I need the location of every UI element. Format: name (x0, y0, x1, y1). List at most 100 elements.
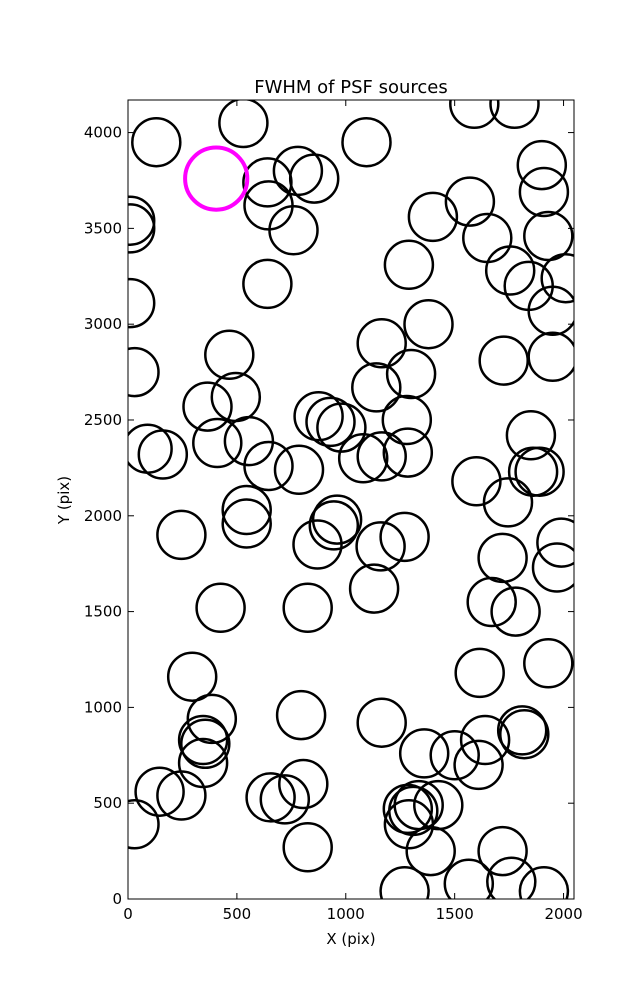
source-marker (405, 825, 456, 877)
source-marker (381, 394, 433, 446)
x-tick-label: 500 (223, 905, 252, 923)
source-marker (403, 298, 454, 350)
source-marker (454, 647, 505, 699)
source-marker (490, 586, 541, 637)
y-tick-label: 500 (93, 794, 122, 812)
y-tick-label: 3500 (84, 219, 122, 237)
source-marker (131, 116, 182, 168)
x-tick-label: 1500 (436, 905, 474, 923)
source-marker (518, 166, 570, 218)
source-marker (523, 638, 574, 689)
axis-ticks: 0 500 1000 1500 2000 0 500 1000 1500 2000 2500 3000… (84, 100, 583, 923)
x-tick-label: 0 (123, 905, 133, 923)
source-marker (407, 191, 459, 243)
source-marker (453, 739, 504, 791)
source-marker (540, 252, 574, 304)
source-marker (218, 100, 269, 149)
source-marker (379, 511, 430, 563)
chart-title: FWHM of PSF sources (254, 77, 448, 98)
x-axis-label: X (pix) (326, 930, 375, 948)
source-marker (128, 799, 160, 850)
source-marker (308, 500, 360, 551)
source-marker (482, 477, 534, 528)
y-tick-label: 2500 (84, 411, 122, 429)
x-tick-label: 1000 (327, 905, 365, 923)
source-marker (268, 205, 319, 256)
source-marker (273, 444, 325, 496)
source-marker (221, 484, 272, 536)
source-marker (527, 285, 574, 337)
source-marker (505, 410, 557, 461)
source-marker (516, 139, 568, 191)
source-marker (293, 390, 344, 442)
source-marker (243, 440, 294, 492)
source-marker (156, 509, 207, 561)
source-marker (180, 718, 231, 770)
source-marker (166, 651, 218, 702)
source-marker (379, 866, 430, 899)
source-marker (195, 582, 246, 634)
source-marker (383, 799, 435, 850)
source-marker (128, 346, 160, 398)
source-marker (186, 693, 238, 745)
source-marker (514, 446, 565, 497)
source-marker (444, 176, 496, 227)
source-marker (311, 494, 363, 545)
source-marker (398, 728, 450, 779)
y-tick-label: 2000 (84, 507, 122, 525)
source-marker (449, 100, 500, 130)
source-marker (383, 239, 435, 291)
source-marker (341, 116, 392, 168)
source-marker (305, 396, 356, 448)
y-tick-label: 1000 (84, 698, 122, 716)
source-marker (451, 456, 502, 507)
source-marker (459, 714, 511, 766)
plot-frame (127, 99, 575, 900)
source-marker (182, 381, 233, 432)
source-marker (499, 708, 550, 760)
source-marker (355, 521, 406, 572)
source-marker (177, 714, 229, 766)
source-marker (259, 774, 311, 825)
y-axis-label: Y (pix) (55, 476, 73, 525)
source-marker (128, 203, 156, 254)
source-marker (128, 277, 156, 329)
source-marker (316, 402, 367, 453)
source-marker (245, 772, 296, 823)
source-marker (429, 730, 480, 781)
y-tick-label: 0 (112, 890, 122, 908)
y-tick-label: 3000 (84, 315, 122, 333)
source-marker (478, 335, 529, 386)
source-marker (382, 427, 434, 478)
source-marker (531, 542, 574, 593)
source-marker (242, 258, 293, 310)
source-marker (192, 417, 243, 469)
source-marker (356, 318, 407, 369)
highlighted-source-marker (183, 145, 250, 212)
source-marker (351, 362, 402, 413)
source-marker (466, 576, 517, 628)
source-marker (275, 689, 327, 741)
source-marker (536, 517, 574, 568)
source-marker (156, 770, 207, 821)
source-marker (137, 429, 189, 480)
source-marker (486, 856, 537, 899)
source-marker (337, 433, 389, 484)
source-marker (134, 766, 185, 817)
source-marker (288, 153, 340, 204)
source-marker (278, 758, 329, 810)
source-marker (496, 705, 548, 756)
scatter-markers (128, 100, 574, 899)
source-marker (204, 329, 255, 381)
y-tick-label: 4000 (84, 124, 122, 142)
source-marker (282, 582, 333, 634)
source-marker (348, 563, 400, 614)
source-marker (443, 858, 495, 899)
source-marker (385, 348, 437, 400)
source-marker (282, 822, 333, 873)
y-tick-label: 1500 (84, 603, 122, 621)
source-marker (518, 866, 570, 899)
source-marker (477, 825, 528, 877)
